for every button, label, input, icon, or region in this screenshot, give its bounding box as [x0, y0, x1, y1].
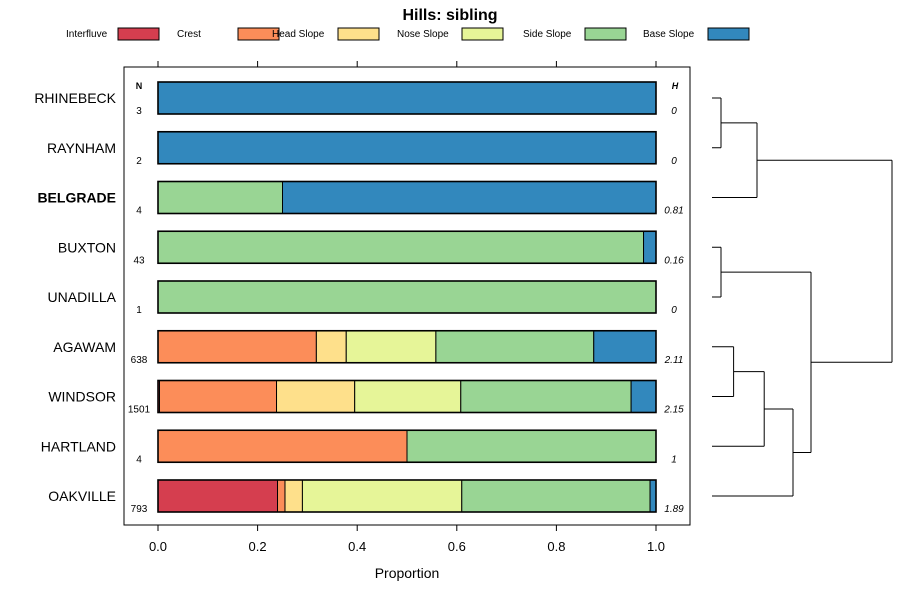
n-value-buxton: 43: [133, 255, 145, 266]
row-label-hartland: HARTLAND: [41, 438, 116, 454]
h-column-header: H: [672, 81, 679, 91]
row-label-unadilla: UNADILLA: [48, 289, 117, 305]
row-label-belgrade: BELGRADE: [37, 190, 116, 206]
bar-outline-agawam: [157, 329, 657, 364]
legend-label-head-slope: Head Slope: [272, 29, 325, 40]
bar-outline-unadilla: [157, 280, 657, 314]
legend-swatch-side-slope: [584, 27, 627, 41]
x-tick-label: 1.0: [647, 539, 665, 554]
bar-segment-raynham-base-slope: [157, 131, 657, 165]
bar-segment-buxton-base-slope: [643, 230, 657, 264]
bar-segment-oakville-crest: [277, 479, 286, 513]
x-tick-label: 0.6: [448, 539, 466, 554]
chart-title: Hills: sibling: [402, 7, 497, 24]
h-value-belgrade: 0.81: [664, 206, 683, 217]
n-value-hartland: 4: [136, 454, 142, 465]
h-value-buxton: 0.16: [664, 255, 684, 266]
legend-swatch-base-slope: [707, 27, 750, 41]
legend-label-base-slope: Base Slope: [643, 29, 695, 40]
row-label-agawam: AGAWAM: [53, 339, 116, 355]
n-value-belgrade: 4: [136, 206, 142, 217]
bar-segment-oakville-side-slope: [461, 479, 651, 513]
x-tick-label: 0.0: [149, 539, 167, 554]
n-column-header: N: [136, 81, 143, 91]
bar-segment-belgrade-base-slope: [282, 181, 657, 214]
h-value-windsor: 2.15: [663, 405, 684, 416]
bar-segment-agawam-head-slope: [315, 330, 347, 364]
x-axis: 0.0 0.2 0.4 0.6 0.8 1.0: [149, 61, 665, 554]
legend-label-nose-slope: Nose Slope: [397, 29, 449, 40]
bar-outline-hartland: [157, 429, 657, 464]
bar-segment-agawam-side-slope: [435, 330, 595, 364]
bar-segment-oakville-interfluve: [157, 479, 279, 513]
bar-rows: RHINEBECK 3 0 RAYNHAM 2 0 BELGRADE 4 0.81 BUXTON 4…: [34, 81, 684, 515]
legend: Interfluve Crest Head Slope Nose Slope Side …: [66, 27, 750, 41]
bar-outline-raynham: [157, 130, 657, 165]
n-value-raynham: 2: [136, 156, 142, 167]
row-label-windsor: WINDSOR: [48, 389, 116, 405]
row-label-buxton: BUXTON: [58, 239, 116, 255]
h-value-hartland: 1: [671, 454, 677, 465]
legend-label-side-slope: Side Slope: [523, 29, 572, 40]
legend-swatch-nose-slope: [461, 27, 504, 41]
row-label-oakville: OAKVILLE: [48, 488, 116, 504]
row-label-raynham: RAYNHAM: [47, 140, 116, 156]
x-axis-label: Proportion: [375, 565, 440, 581]
legend-swatch-head-slope: [337, 27, 380, 41]
x-tick-label: 0.8: [547, 539, 565, 554]
bar-segment-agawam-base-slope: [593, 330, 657, 364]
bar-segment-oakville-base-slope: [649, 479, 657, 513]
n-value-oakville: 793: [131, 504, 148, 515]
h-value-unadilla: 0: [671, 305, 677, 316]
row-label-rhinebeck: RHINEBECK: [34, 90, 116, 106]
bar-segment-agawam-crest: [157, 330, 317, 364]
legend-label-crest: Crest: [177, 29, 201, 40]
legend-swatch-crest: [237, 27, 280, 41]
bar-segment-unadilla-side-slope: [157, 280, 657, 314]
n-value-agawam: 638: [131, 355, 148, 366]
bar-segment-windsor-crest: [158, 380, 278, 413]
bar-outline-buxton: [157, 230, 657, 265]
bar-outline-windsor: [157, 379, 657, 414]
plot-frame: [123, 66, 691, 526]
legend-label-interfluve: Interfluve: [66, 29, 108, 40]
h-value-agawam: 2.11: [664, 355, 684, 366]
n-value-unadilla: 1: [136, 305, 142, 316]
h-value-raynham: 0: [671, 156, 677, 167]
bar-segment-windsor-base-slope: [630, 380, 657, 413]
bar-segment-oakville-head-slope: [284, 479, 303, 513]
bar-outline-rhinebeck: [157, 81, 657, 115]
bar-segment-windsor-head-slope: [276, 380, 356, 413]
bar-outline-belgrade: [157, 180, 657, 215]
x-tick-label: 0.2: [249, 539, 267, 554]
x-tick-label: 0.4: [348, 539, 366, 554]
bar-segment-rhinebeck-base-slope: [157, 81, 657, 115]
bar-outline-oakville: [157, 479, 657, 513]
bar-segment-agawam-nose-slope: [345, 330, 437, 364]
h-value-rhinebeck: 0: [671, 106, 677, 117]
bar-segment-windsor-nose-slope: [354, 380, 462, 413]
bar-segment-oakville-nose-slope: [301, 479, 463, 513]
bar-segment-buxton-side-slope: [157, 230, 645, 264]
h-value-oakville: 1.89: [664, 504, 684, 515]
bar-segment-hartland-crest: [157, 429, 408, 463]
n-value-windsor: 1501: [128, 405, 151, 416]
bar-segment-hartland-side-slope: [406, 429, 657, 463]
dendrogram: [712, 97, 893, 497]
bar-segment-windsor-side-slope: [460, 380, 632, 413]
bar-segment-belgrade-side-slope: [157, 181, 283, 214]
n-value-rhinebeck: 3: [136, 106, 142, 117]
legend-swatch-interfluve: [117, 27, 160, 41]
